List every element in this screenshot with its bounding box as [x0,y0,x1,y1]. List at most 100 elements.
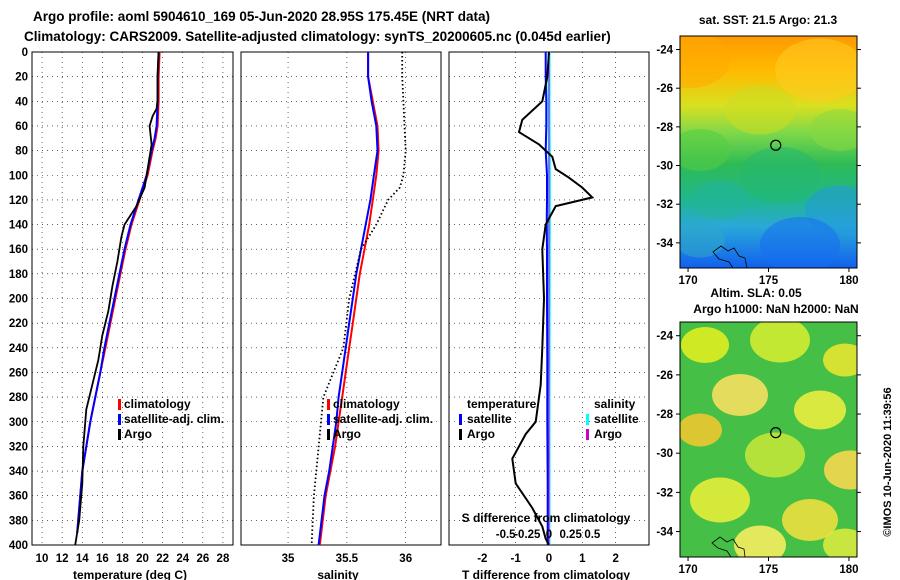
temperature-tick-label: 22 [156,553,169,565]
legend-label-t-argo: Argo [467,427,495,441]
legend-heading-salinity: salinity [594,397,636,411]
depth-tick-label: 100 [9,170,28,182]
sst-patch [810,109,857,151]
sla-map-axes: 170 175 180 -24 -26 -28 -30 -32 -34 [656,331,861,576]
sst-patch [760,217,840,268]
t-difference-tick-label: 1 [579,553,586,565]
temperature-panel: 0 20 40 60 80 100 120 140 160 180 200 220 240 260 280 3… [9,47,234,580]
legend-label-satellite: satellite-adj. clim. [333,412,433,426]
depth-tick-label: 300 [9,417,28,429]
salinity-panel: 35 35.5 36 salinity climatology satellite-… [240,51,442,580]
legend-heading-temperature: temperature [467,397,537,411]
sla-patch [712,374,768,416]
sla-map-field [680,322,857,557]
legend-swatch-argo [118,429,121,440]
difference-panel: -2 -1 0 1 2 -0.5-0.25 0 0.25 0.5 S difference f… [448,51,650,580]
t-difference-label: T difference from climatology [462,568,630,580]
legend-swatch-s-satellite [586,414,589,425]
depth-tick-label: 380 [9,515,28,527]
sst-patch [680,222,725,258]
sla-patch [734,525,786,557]
salinity-tick-label: 36 [399,553,412,565]
s-difference-tick-label: 0 [546,529,552,541]
map-lat-label: -24 [656,331,673,343]
sst-patch [680,36,730,88]
depth-tick-label: 320 [9,441,28,453]
depth-tick-label: 400 [9,540,28,552]
depth-tick-label: 40 [15,96,28,108]
temperature-gridlines [32,51,233,546]
sst-patch [680,129,730,171]
legend-label-climatology: climatology [333,397,400,411]
sst-map: sat. SST: 21.5 Argo: 21.3 170 175 180 -24 -2… [656,13,861,287]
sla-map-coastline [711,536,746,558]
difference-line-t-satellite [544,52,549,545]
sst-map-patches [680,36,857,268]
map-lat-label: -30 [656,161,673,173]
sst-map-field [680,36,857,268]
sst-map-coastline [712,245,748,269]
sla-patch [681,327,729,363]
sla-patch [745,432,805,478]
difference-series [511,52,595,545]
sst-map-profile-marker [770,139,782,151]
salinity-xlabel: salinity [317,568,359,580]
depth-tick-label: 220 [9,318,28,330]
imos-credit: ©IMOS 10-Jun-2020 11:39:56 [882,387,894,536]
map-lat-label: -28 [656,409,673,421]
temperature-xlabel: temperature (deg C) [73,568,187,580]
t-difference-tick-label: 0 [546,553,552,565]
temperature-series [74,52,161,545]
legend-label-s-satellite: satellite [594,412,639,426]
salinity-difference-axis: -0.5-0.25 0 0.25 0.5 [496,529,601,541]
difference-x-axis: -2 -1 0 1 2 [477,553,619,565]
depth-tick-label: 140 [9,220,28,232]
sla-map-patches [680,322,857,557]
depth-tick-label: 360 [9,491,28,503]
sst-patch [775,38,857,102]
sla-map-subtitle: Argo h1000: NaN h2000: NaN [693,302,858,316]
sla-patch [782,499,838,541]
salinity-line-satellite-adj-clim- [317,52,379,545]
temperature-tick-label: 10 [36,553,49,565]
legend-swatch-argo [327,429,330,440]
sst-patch [692,180,748,220]
temperature-x-axis: 10 12 14 16 18 20 22 24 26 28 [36,553,230,565]
temperature-tick-label: 12 [56,553,69,565]
figure-title-line1: Argo profile: aoml 5904610_169 05-Jun-20… [33,9,490,24]
sla-patch [824,450,857,490]
sla-patch [823,343,857,377]
salinity-line-argo [310,52,407,545]
map-lat-label: -30 [656,448,673,460]
depth-tick-label: 160 [9,244,28,256]
salinity-legend: climatology satellite-adj. clim. Argo [327,397,433,441]
map-lat-label: -34 [656,238,673,250]
map-lon-label: 170 [678,564,697,576]
map-lon-label: 180 [839,564,858,576]
salinity-gridlines [241,51,441,546]
temperature-tick-label: 28 [217,553,230,565]
sst-patch [740,147,820,203]
legend-swatch-satellite [327,414,330,425]
salinity-x-axis: 35 35.5 36 [282,553,412,565]
salinity-tick-label: 35.5 [336,553,359,565]
legend-label-satellite: satellite-adj. clim. [124,412,224,426]
s-difference-tick-label: -0.5 [496,529,516,541]
depth-tick-label: 340 [9,466,28,478]
depth-axis: 0 20 40 60 80 100 120 140 160 180 200 220 240 260 280 3… [9,47,28,552]
legend-swatch-climatology [118,399,121,410]
depth-tick-label: 80 [15,146,28,158]
sst-map-axes: 170 175 180 -24 -26 -28 -30 -32 -34 [656,45,861,287]
map-lon-label: 175 [759,564,779,576]
legend-label-argo: Argo [124,427,152,441]
legend-swatch-t-satellite [459,414,462,425]
sla-map: Altim. SLA: 0.05 Argo h1000: NaN h2000: … [656,286,861,576]
map-lon-label: 170 [678,275,697,287]
map-lat-label: -24 [656,45,673,57]
legend-label-argo: Argo [333,427,361,441]
depth-tick-label: 200 [9,294,28,306]
map-lat-label: -32 [656,199,673,211]
depth-tick-label: 0 [22,47,28,59]
temperature-tick-label: 24 [176,553,189,565]
depth-tick-label: 180 [9,269,28,281]
